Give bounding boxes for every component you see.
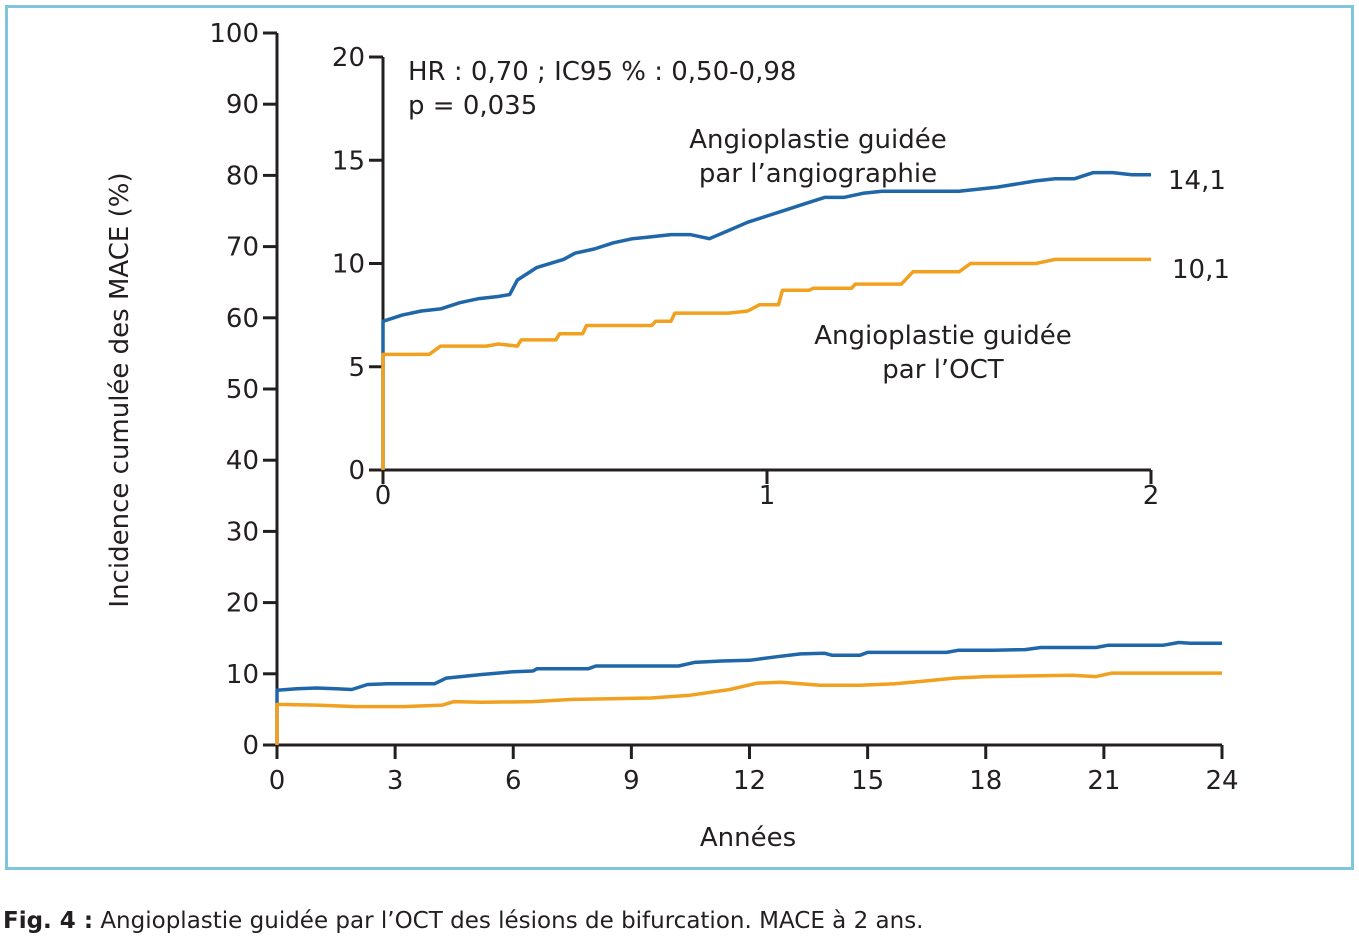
chart-frame bbox=[5, 5, 1354, 870]
x-tick-label: 6 bbox=[505, 766, 522, 796]
oct-series-label-line-1: Angioplastie guidée bbox=[814, 321, 1072, 351]
y-tick-label: 70 bbox=[226, 233, 259, 263]
y-tick-label: 10 bbox=[332, 250, 365, 280]
oct-series-line bbox=[381, 257, 1151, 470]
y-tick-label: 60 bbox=[226, 304, 259, 334]
caption-text: Angioplastie guidée par l’OCT des lésion… bbox=[100, 908, 924, 934]
y-tick-label: 20 bbox=[332, 43, 365, 73]
y-tick-label: 40 bbox=[226, 446, 259, 476]
caption-prefix: Fig. 4 : bbox=[3, 908, 94, 934]
angiography-series-label-line-1: Angioplastie guidée bbox=[689, 125, 947, 155]
y-tick-label: 15 bbox=[332, 146, 365, 176]
angiography-series-line bbox=[275, 640, 1222, 745]
x-tick-label: 3 bbox=[387, 766, 404, 796]
y-tick-label: 20 bbox=[226, 589, 259, 619]
p-value-annotation: p = 0,035 bbox=[408, 91, 537, 121]
y-tick-label: 50 bbox=[226, 375, 259, 405]
angiography-series-line bbox=[381, 170, 1151, 470]
x-axis-title: Années bbox=[700, 823, 796, 853]
y-tick-label: 10 bbox=[226, 660, 259, 690]
oct-series-label-line-2: par l’OCT bbox=[882, 355, 1003, 385]
x-tick-label: 24 bbox=[1205, 766, 1238, 796]
x-tick-label: 0 bbox=[269, 766, 286, 796]
inset-chart: 0 5 10 15 20 0 1 2 bbox=[332, 43, 1159, 511]
y-tick-label: 30 bbox=[226, 517, 259, 547]
x-tick-label: 21 bbox=[1087, 766, 1120, 796]
x-tick-label: 12 bbox=[733, 766, 766, 796]
x-tick-label: 2 bbox=[1143, 481, 1160, 511]
y-tick-label: 5 bbox=[348, 353, 365, 383]
y-tick-label: 100 bbox=[209, 19, 259, 49]
y-tick-label: 80 bbox=[226, 161, 259, 191]
angiography-series-label-line-2: par l’angiographie bbox=[699, 159, 937, 189]
x-tick-label: 0 bbox=[375, 481, 392, 511]
angiography-end-label: 14,1 bbox=[1168, 166, 1226, 196]
y-tick-label: 0 bbox=[348, 456, 365, 486]
x-tick-label: 15 bbox=[851, 766, 884, 796]
x-tick-label: 1 bbox=[759, 481, 776, 511]
y-tick-label: 0 bbox=[242, 731, 259, 761]
y-tick-label: 90 bbox=[226, 90, 259, 120]
y-axis-title: Incidence cumulée des MACE (%) bbox=[105, 172, 135, 607]
x-tick-label: 18 bbox=[969, 766, 1002, 796]
oct-end-label: 10,1 bbox=[1172, 255, 1230, 285]
figure-caption: Fig. 4 : Angioplastie guidée par l’OCT d… bbox=[3, 908, 924, 934]
x-tick-label: 9 bbox=[623, 766, 640, 796]
hr-annotation: HR : 0,70 ; IC95 % : 0,50-0,98 bbox=[408, 57, 796, 87]
oct-series-line bbox=[275, 671, 1222, 745]
